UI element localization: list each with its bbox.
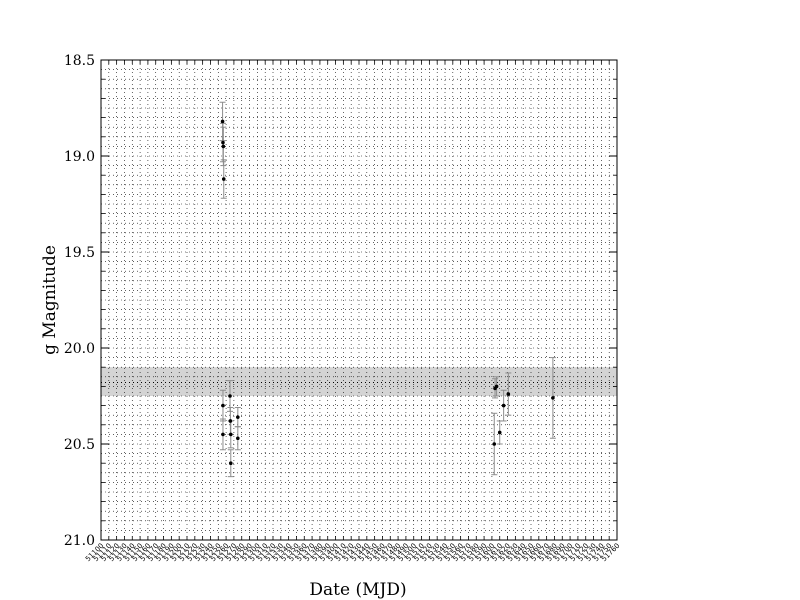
error-bars	[219, 101, 556, 478]
data-point	[501, 403, 506, 408]
x-ticks: 5110051110511205113051140511505116051170…	[84, 60, 621, 563]
x-axis-label: Date (MJD)	[309, 580, 406, 600]
y-axis-label: g Magnitude	[40, 245, 60, 355]
data-point	[551, 396, 555, 400]
data-point	[236, 436, 240, 441]
y-tick-label: 19.5	[64, 245, 95, 261]
y-tick-label: 18.5	[64, 53, 95, 69]
data-point	[221, 177, 226, 181]
data-point	[228, 394, 232, 398]
y-tick-label: 19.0	[64, 149, 95, 165]
uncertainty-band	[101, 367, 617, 396]
grid	[100, 59, 618, 541]
y-tick-label: 20.0	[64, 341, 95, 357]
band-rect	[101, 367, 617, 396]
data-point	[220, 119, 225, 124]
data-points	[220, 119, 555, 466]
data-point	[228, 432, 233, 437]
y-tick-label: 20.5	[64, 437, 95, 453]
data-point	[221, 403, 225, 408]
data-point	[497, 430, 502, 435]
y-ticks: 18.5 19.0 19.5 20.0 20.5 21.0	[64, 53, 617, 549]
data-point	[221, 144, 226, 149]
data-point	[494, 384, 499, 389]
data-point	[236, 415, 240, 419]
y-tick-label: 21.0	[64, 533, 95, 549]
data-point	[492, 442, 497, 446]
data-point	[228, 461, 233, 466]
data-point	[221, 432, 225, 437]
data-point	[221, 140, 225, 145]
data-point	[506, 392, 511, 396]
data-point	[228, 419, 233, 423]
